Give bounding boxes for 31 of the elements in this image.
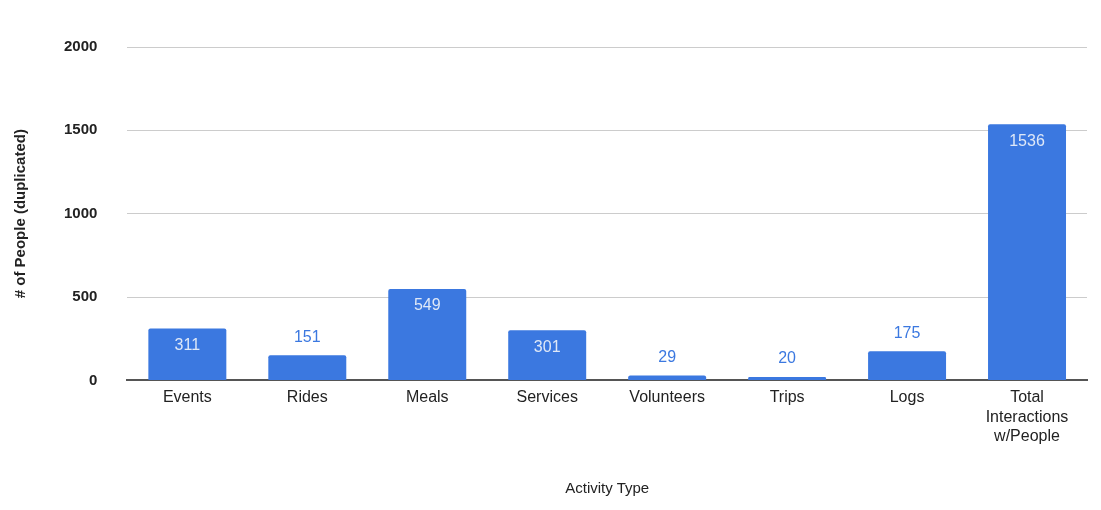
x-tick-label: Logs [889,388,925,406]
x-tick-label: Services [516,388,578,406]
x-axis-title: Activity Type [565,479,650,497]
y-tick-label: 1000 [63,203,98,221]
bar [988,124,1067,380]
y-tick-label: 500 [72,287,98,305]
data-label: 151 [293,327,321,345]
y-tick-label: 1500 [63,120,98,138]
data-label: 301 [533,337,561,355]
data-label: 549 [413,296,441,314]
data-label: 311 [174,335,201,353]
x-tick-label: Meals [405,388,449,406]
y-tick-label: 2000 [63,37,98,55]
x-tick-label: Trips [769,388,805,406]
bar [148,328,227,380]
data-label: 29 [658,347,677,365]
x-tick-label: Events [162,388,212,406]
bar [508,330,587,380]
bar [868,351,947,380]
x-tick-label: Total Interactions w/People [985,388,1069,444]
data-label: 20 [778,349,797,367]
x-tick-label: Volunteers [629,388,705,406]
y-axis-title: # of People (duplicated) [11,129,29,299]
bar [388,288,467,380]
x-tick-label: Rides [286,388,328,406]
data-label: 175 [893,323,921,341]
y-tick-label: 0 [89,370,98,388]
bar [748,377,827,380]
bar [628,375,707,380]
data-label: 1536 [1009,131,1045,149]
bar [268,355,347,380]
